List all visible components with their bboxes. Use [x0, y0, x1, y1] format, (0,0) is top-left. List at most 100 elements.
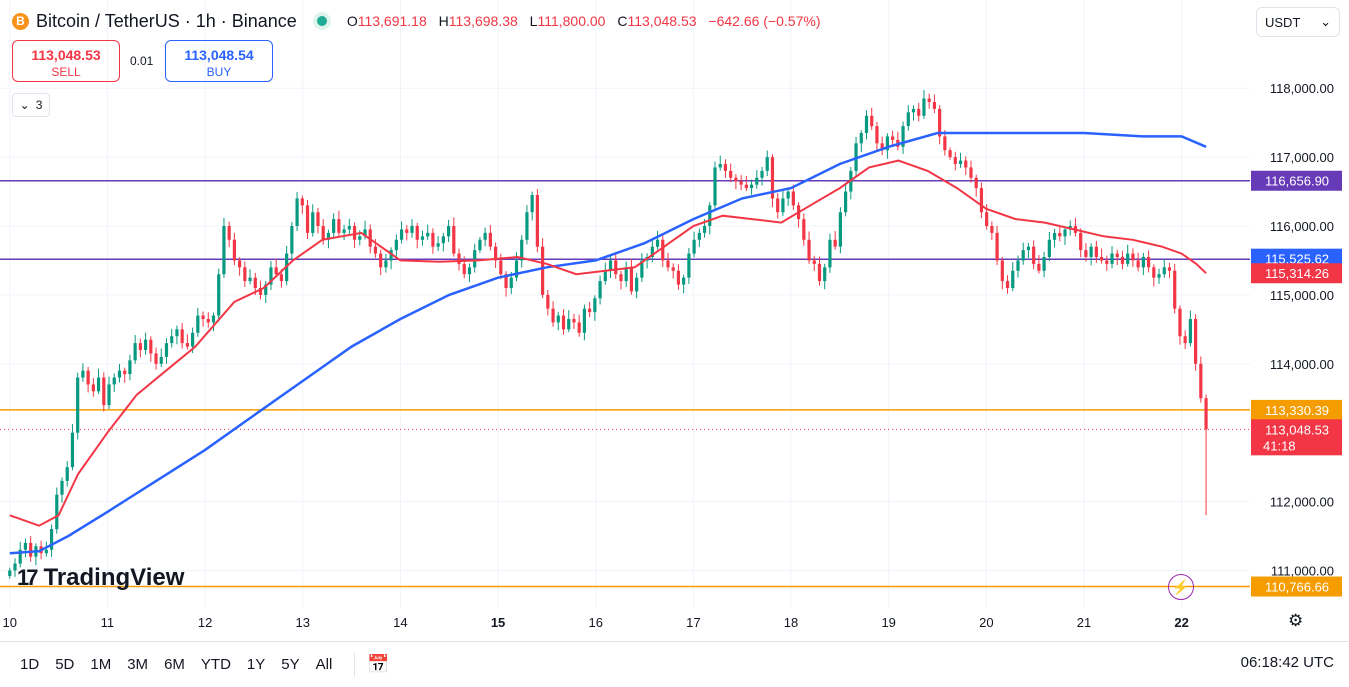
- timeframe-all[interactable]: All: [315, 656, 333, 673]
- candle-body: [91, 384, 95, 392]
- candle-body: [1162, 267, 1166, 275]
- candle-body: [624, 267, 628, 282]
- candle-body: [488, 232, 492, 247]
- candle-body: [462, 263, 466, 275]
- candle-body: [561, 315, 566, 330]
- buy-price: 113,048.54: [184, 47, 254, 63]
- candle-body: [770, 157, 775, 199]
- time-tick-label: 20: [979, 615, 993, 630]
- candle-body: [170, 336, 174, 344]
- low-value: 111,800.00: [537, 13, 606, 29]
- candle-body: [551, 308, 555, 323]
- candles: [8, 89, 1208, 579]
- candle-body: [143, 339, 148, 350]
- low-key: L: [529, 13, 538, 29]
- candle-body: [65, 467, 69, 481]
- timeframe-1d[interactable]: 1D: [20, 656, 40, 673]
- candle-body: [326, 232, 331, 240]
- candle-body: [943, 136, 947, 151]
- ohlc-values: O113,691.18 H113,698.38 L111,800.00 C113…: [347, 13, 829, 29]
- candle-body: [1146, 257, 1151, 268]
- lightning-icon[interactable]: ⚡: [1168, 574, 1194, 600]
- candle-body: [1000, 260, 1004, 282]
- buy-button[interactable]: 113,048.54 BUY: [165, 40, 273, 82]
- clock-readout[interactable]: 06:18:42 UTC: [1240, 654, 1334, 671]
- timeframe-ytd[interactable]: YTD: [200, 656, 231, 673]
- candle-body: [1120, 257, 1125, 264]
- candle-body: [373, 246, 378, 254]
- candle-body: [1178, 308, 1182, 337]
- high-value: 113,698.38: [448, 13, 518, 29]
- candle-body: [467, 267, 472, 275]
- candle-body: [1152, 267, 1156, 278]
- candle-body: [504, 274, 508, 288]
- time-tick-label: 13: [296, 615, 310, 630]
- indicators-toggle[interactable]: ⌄ 3: [12, 93, 50, 117]
- time-tick-label: 22: [1174, 615, 1188, 630]
- timeframe-3m[interactable]: 3M: [127, 656, 149, 673]
- candle-body: [1042, 257, 1046, 271]
- candle-body: [614, 260, 618, 275]
- time-tick-label: 21: [1077, 615, 1091, 630]
- candle-body: [211, 315, 216, 323]
- candle-body: [123, 370, 127, 375]
- candle-body: [154, 353, 158, 364]
- candle-body: [702, 226, 707, 233]
- candle-body: [493, 246, 498, 261]
- candle-body: [96, 377, 101, 392]
- candle-body: [311, 212, 315, 233]
- candle-body: [473, 250, 477, 268]
- candle-body: [243, 267, 247, 282]
- currency-select[interactable]: USDT ⌄: [1256, 7, 1340, 37]
- timeframe-5y[interactable]: 5Y: [281, 656, 300, 673]
- price-tick-label: 117,000.00: [1270, 150, 1334, 165]
- price-labels: 116,656.90115,517.93113,330.39110,766.66…: [1251, 170, 1342, 597]
- calendar-icon[interactable]: 📅: [367, 654, 390, 674]
- gear-icon[interactable]: ⚙: [1288, 611, 1304, 630]
- candle-body: [8, 570, 12, 576]
- candle-body: [598, 281, 602, 299]
- price-tick-label: 115,000.00: [1270, 288, 1334, 303]
- candle-body: [446, 226, 451, 237]
- candle-body: [76, 377, 80, 433]
- candle-body: [399, 229, 404, 240]
- last-price-label-bg: [1251, 419, 1342, 456]
- candle-body: [969, 167, 973, 178]
- candle-body: [1052, 232, 1057, 240]
- candle-body: [1136, 260, 1140, 268]
- candle-body: [1126, 253, 1130, 264]
- candle-body: [1011, 270, 1015, 288]
- timeframe-6m[interactable]: 6M: [164, 656, 185, 673]
- price-chart[interactable]: 111,000.00 112,000.00 114,000.00 115,000.00…: [0, 0, 1349, 641]
- price-tick-label: 118,000.00: [1270, 81, 1334, 96]
- candle-body: [138, 343, 142, 350]
- candle-body: [1110, 253, 1114, 264]
- timeframe-1m[interactable]: 1M: [90, 656, 112, 673]
- candle-body: [588, 308, 592, 313]
- time-axis: 10 11 12 13 14 15 16 17 18 19 20 21 22: [3, 615, 1189, 630]
- candle-body: [18, 549, 22, 564]
- candle-body: [300, 198, 304, 206]
- price-axis: 111,000.00 112,000.00 114,000.00 115,000.00…: [1270, 81, 1334, 578]
- bitcoin-icon: B: [12, 12, 29, 30]
- candle-body: [906, 112, 910, 127]
- candle-body: [227, 226, 231, 240]
- sell-button[interactable]: 113,048.53 SELL: [12, 40, 120, 82]
- ma-price-label: 115,525.62: [1265, 252, 1329, 267]
- symbol-title[interactable]: Bitcoin / TetherUS · 1h · Binance: [36, 10, 297, 31]
- candle-body: [891, 136, 895, 140]
- close-key: C: [617, 13, 628, 29]
- candle-body: [655, 239, 660, 247]
- candle-body: [1037, 263, 1041, 271]
- timeframe-5d[interactable]: 5D: [55, 656, 75, 673]
- candle-body: [274, 267, 278, 275]
- candle-body: [1188, 319, 1192, 344]
- candle-body: [671, 267, 675, 271]
- timeframe-1y[interactable]: 1Y: [246, 656, 266, 673]
- chart-grid: [0, 0, 1250, 608]
- candle-body: [650, 246, 654, 257]
- candle-body: [1016, 260, 1020, 271]
- candle-body: [1105, 260, 1109, 264]
- candle-body: [697, 232, 701, 240]
- candle-body: [415, 226, 419, 240]
